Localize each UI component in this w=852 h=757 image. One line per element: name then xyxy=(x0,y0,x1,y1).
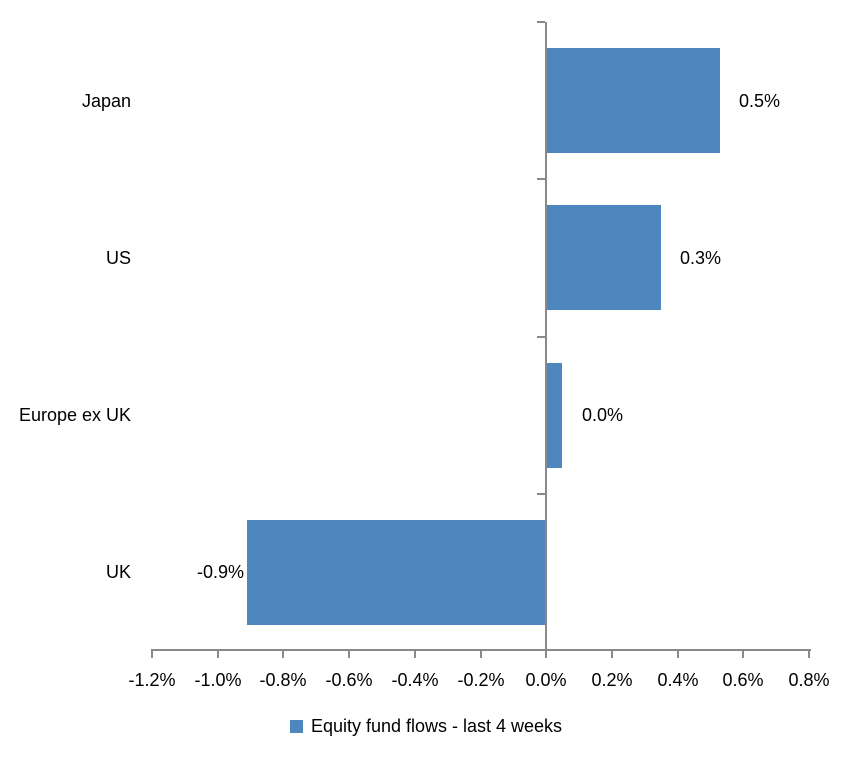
category-label-us: US xyxy=(105,248,131,268)
x-tick-label-0-2: 0.2% xyxy=(591,670,633,690)
x-tick-label-0-4: -0.4% xyxy=(391,670,439,690)
x-tick-label-0-4: 0.4% xyxy=(657,670,699,690)
bar-japan xyxy=(546,48,720,153)
x-tick-label-0-2: -0.2% xyxy=(457,670,505,690)
x-axis-tick xyxy=(808,649,810,658)
x-tick-label-0-0: 0.0% xyxy=(525,670,567,690)
x-tick-label-1-2: -1.2% xyxy=(128,670,176,690)
x-axis-tick xyxy=(611,649,613,658)
y-axis-tick xyxy=(537,493,545,495)
x-axis-tick xyxy=(414,649,416,658)
chart-legend: Equity fund flows - last 4 weeks xyxy=(0,715,852,737)
category-label-uk: UK xyxy=(105,562,131,582)
bar-europe-ex-uk xyxy=(546,363,562,468)
value-label-uk: -0.9% xyxy=(196,562,244,582)
x-axis-tick xyxy=(480,649,482,658)
value-label-europe-ex-uk: 0.0% xyxy=(582,405,624,425)
category-label-europe-ex-uk: Europe ex UK xyxy=(18,405,131,425)
bar-us xyxy=(546,205,661,310)
y-axis-tick xyxy=(537,178,545,180)
x-tick-label-0-8: 0.8% xyxy=(788,670,830,690)
value-label-japan: 0.5% xyxy=(739,91,781,111)
x-axis-line xyxy=(152,649,811,651)
x-axis-tick xyxy=(742,649,744,658)
x-axis-tick xyxy=(282,649,284,658)
value-label-us: 0.3% xyxy=(680,248,722,268)
bar-uk xyxy=(247,520,546,625)
x-tick-label-0-8: -0.8% xyxy=(259,670,307,690)
y-axis-tick xyxy=(537,336,545,338)
legend-label: Equity fund flows - last 4 weeks xyxy=(310,716,563,736)
x-tick-label-0-6: -0.6% xyxy=(325,670,373,690)
x-axis-tick xyxy=(151,649,153,658)
x-axis-tick xyxy=(348,649,350,658)
y-axis-tick xyxy=(537,21,545,23)
x-axis-tick xyxy=(677,649,679,658)
x-axis-tick xyxy=(217,649,219,658)
x-tick-label-0-6: 0.6% xyxy=(722,670,764,690)
x-tick-label-1-0: -1.0% xyxy=(194,670,242,690)
legend-swatch-icon xyxy=(289,719,303,733)
y-axis-line xyxy=(545,22,547,658)
category-label-japan: Japan xyxy=(81,91,131,111)
